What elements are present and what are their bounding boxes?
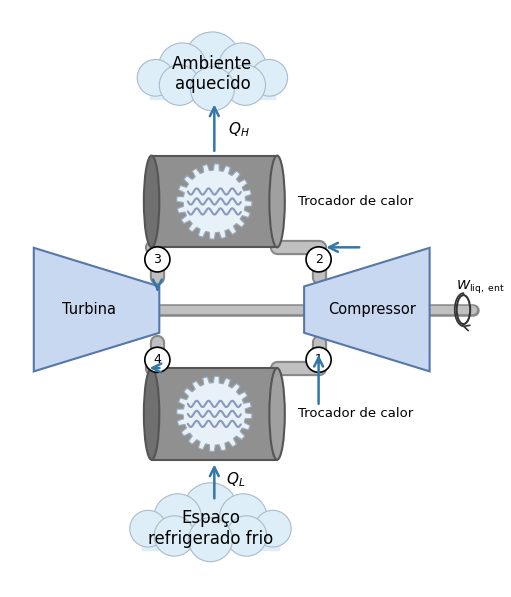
Text: Trocador de calor: Trocador de calor — [298, 407, 413, 420]
Circle shape — [154, 516, 195, 556]
Text: Turbina: Turbina — [62, 302, 116, 317]
Text: 3: 3 — [153, 253, 161, 266]
Text: 4: 4 — [153, 353, 161, 367]
Text: Ambiente
aquecido: Ambiente aquecido — [172, 55, 252, 94]
Ellipse shape — [144, 156, 159, 247]
Circle shape — [145, 247, 170, 272]
Text: $Q_L$: $Q_L$ — [226, 470, 245, 489]
Text: $Q_H$: $Q_H$ — [228, 120, 249, 139]
Circle shape — [225, 65, 266, 105]
Circle shape — [158, 43, 206, 91]
Circle shape — [185, 32, 240, 87]
Bar — [142, 531, 280, 550]
Circle shape — [145, 347, 170, 373]
Text: Compressor: Compressor — [328, 302, 415, 317]
Circle shape — [159, 65, 200, 105]
Circle shape — [306, 247, 331, 272]
Circle shape — [191, 67, 235, 111]
Ellipse shape — [144, 368, 159, 460]
Circle shape — [154, 494, 201, 541]
Circle shape — [226, 516, 267, 556]
Bar — [152, 368, 277, 460]
Polygon shape — [177, 164, 252, 239]
Circle shape — [251, 60, 288, 96]
Bar — [152, 156, 277, 247]
Text: Espaço
refrigerado frio: Espaço refrigerado frio — [148, 509, 273, 548]
Circle shape — [189, 518, 233, 562]
Circle shape — [254, 510, 291, 547]
Circle shape — [130, 510, 167, 547]
Circle shape — [219, 43, 266, 91]
Circle shape — [219, 494, 267, 541]
Circle shape — [183, 483, 238, 538]
Polygon shape — [34, 248, 159, 371]
Circle shape — [137, 60, 174, 96]
Text: Trocador de calor: Trocador de calor — [298, 195, 413, 208]
Text: 1: 1 — [315, 353, 322, 367]
Bar — [150, 81, 275, 99]
Ellipse shape — [269, 368, 285, 460]
Polygon shape — [177, 376, 252, 451]
Ellipse shape — [269, 156, 285, 247]
Text: $W_{\mathrm{liq,\ ent}}$: $W_{\mathrm{liq,\ ent}}$ — [456, 278, 505, 295]
Text: 2: 2 — [315, 253, 322, 266]
Polygon shape — [304, 248, 430, 371]
Circle shape — [306, 347, 331, 373]
